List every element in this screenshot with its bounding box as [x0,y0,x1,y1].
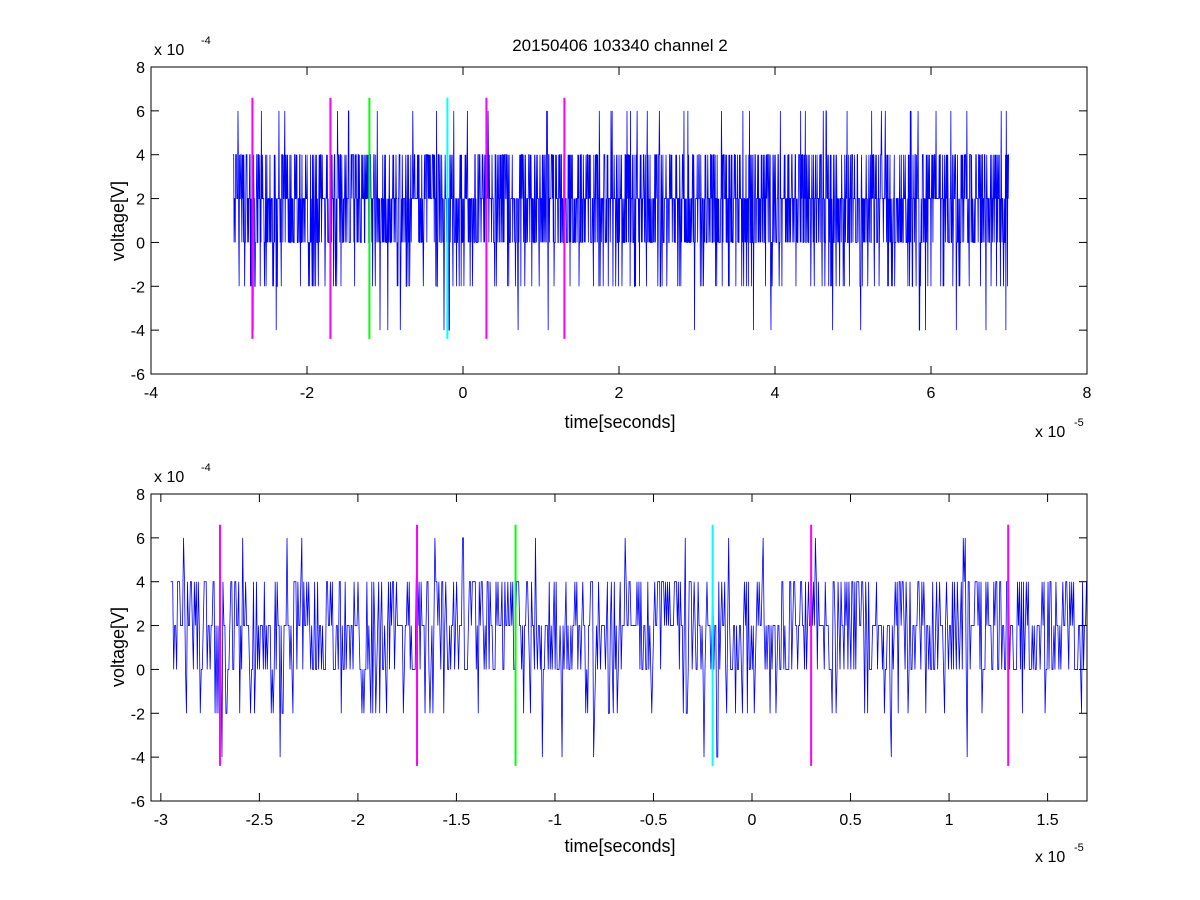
y-tick-label: 6 [136,104,145,121]
x-tick-label: 6 [927,385,936,402]
bottom-y-exponent-power: -4 [201,462,211,474]
y-tick-label: -6 [131,794,145,811]
bottom-signal-trace [170,537,1087,758]
bottom-x-exponent-base: x 10 [1035,849,1065,866]
bottom-x-ticks: -3 -2.5 -2 -1.5 -1 -0.5 0 0.5 1 1.5 [154,494,1059,829]
bottom-axes-frame [150,493,1088,802]
x-tick-label: -2.5 [246,812,274,829]
y-tick-label: 0 [136,235,145,252]
bottom-y-exponent-base: x 10 [154,469,184,486]
bottom-y-ticks: -6 -4 -2 0 2 4 6 8 [131,487,1087,811]
y-tick-label: -4 [131,750,145,767]
bottom-x-exponent: x 10 -5 [1035,842,1084,866]
top-x-exponent: x 10 -5 [1035,417,1084,441]
y-tick-label: 4 [136,148,145,165]
x-tick-label: 1 [945,812,954,829]
top-y-exponent: x 10 -4 [154,35,211,59]
y-tick-label: 0 [136,662,145,679]
y-tick-label: 2 [136,192,145,209]
bottom-plot-panel: -3 -2.5 -2 -1.5 -1 -0.5 0 0.5 1 1.5 -6 -4 -2 0 2 4 6 8 t… [108,462,1088,866]
y-tick-label: 2 [136,619,145,636]
top-x-exponent-base: x 10 [1035,424,1065,441]
bottom-y-axis-label: voltage[V] [108,607,128,687]
y-tick-label: -2 [131,279,145,296]
top-signal-trace [232,110,1010,331]
x-tick-label: 2 [615,385,624,402]
y-tick-label: -6 [131,367,145,384]
x-tick-label: -3 [154,812,168,829]
x-tick-label: 8 [1083,385,1092,402]
x-tick-label: -1 [548,812,562,829]
bottom-x-axis-label: time[seconds] [564,836,675,856]
y-tick-label: 8 [136,60,145,77]
x-tick-label: -1.5 [443,812,471,829]
x-tick-label: 0 [459,385,468,402]
y-tick-label: 4 [136,575,145,592]
x-tick-label: 0 [748,812,757,829]
x-tick-label: 0.5 [839,812,861,829]
bottom-x-exponent-power: -5 [1074,842,1084,854]
bottom-marker-lines [218,524,1010,766]
chart-title: 20150406 103340 channel 2 [512,36,728,55]
x-tick-label: 1.5 [1036,812,1058,829]
top-y-exponent-power: -4 [201,35,211,47]
top-x-exponent-power: -5 [1074,417,1084,429]
y-tick-label: -4 [131,323,145,340]
y-tick-label: 6 [136,531,145,548]
signal-line [170,537,1087,758]
y-tick-label: -2 [131,706,145,723]
top-plot-panel: 20150406 103340 channel 2 -4 -2 0 2 4 6 8 -6-4… [108,35,1092,441]
top-y-exponent-base: x 10 [154,42,184,59]
y-tick-label: 8 [136,487,145,504]
top-marker-lines [251,97,566,339]
top-y-axis-label: voltage[V] [108,181,128,261]
x-tick-label: -0.5 [640,812,668,829]
x-tick-label: -2 [351,812,365,829]
x-tick-label: 4 [771,385,780,402]
top-x-ticks: -4 -2 0 2 4 6 8 [144,67,1092,402]
signal-line [232,110,1010,331]
top-x-axis-label: time[seconds] [564,412,675,432]
top-y-ticks: -6 -4 -2 0 2 4 6 8 [131,60,1087,384]
x-tick-label: -2 [300,385,314,402]
bottom-y-exponent: x 10 -4 [154,462,211,486]
x-tick-label: -4 [144,385,158,402]
